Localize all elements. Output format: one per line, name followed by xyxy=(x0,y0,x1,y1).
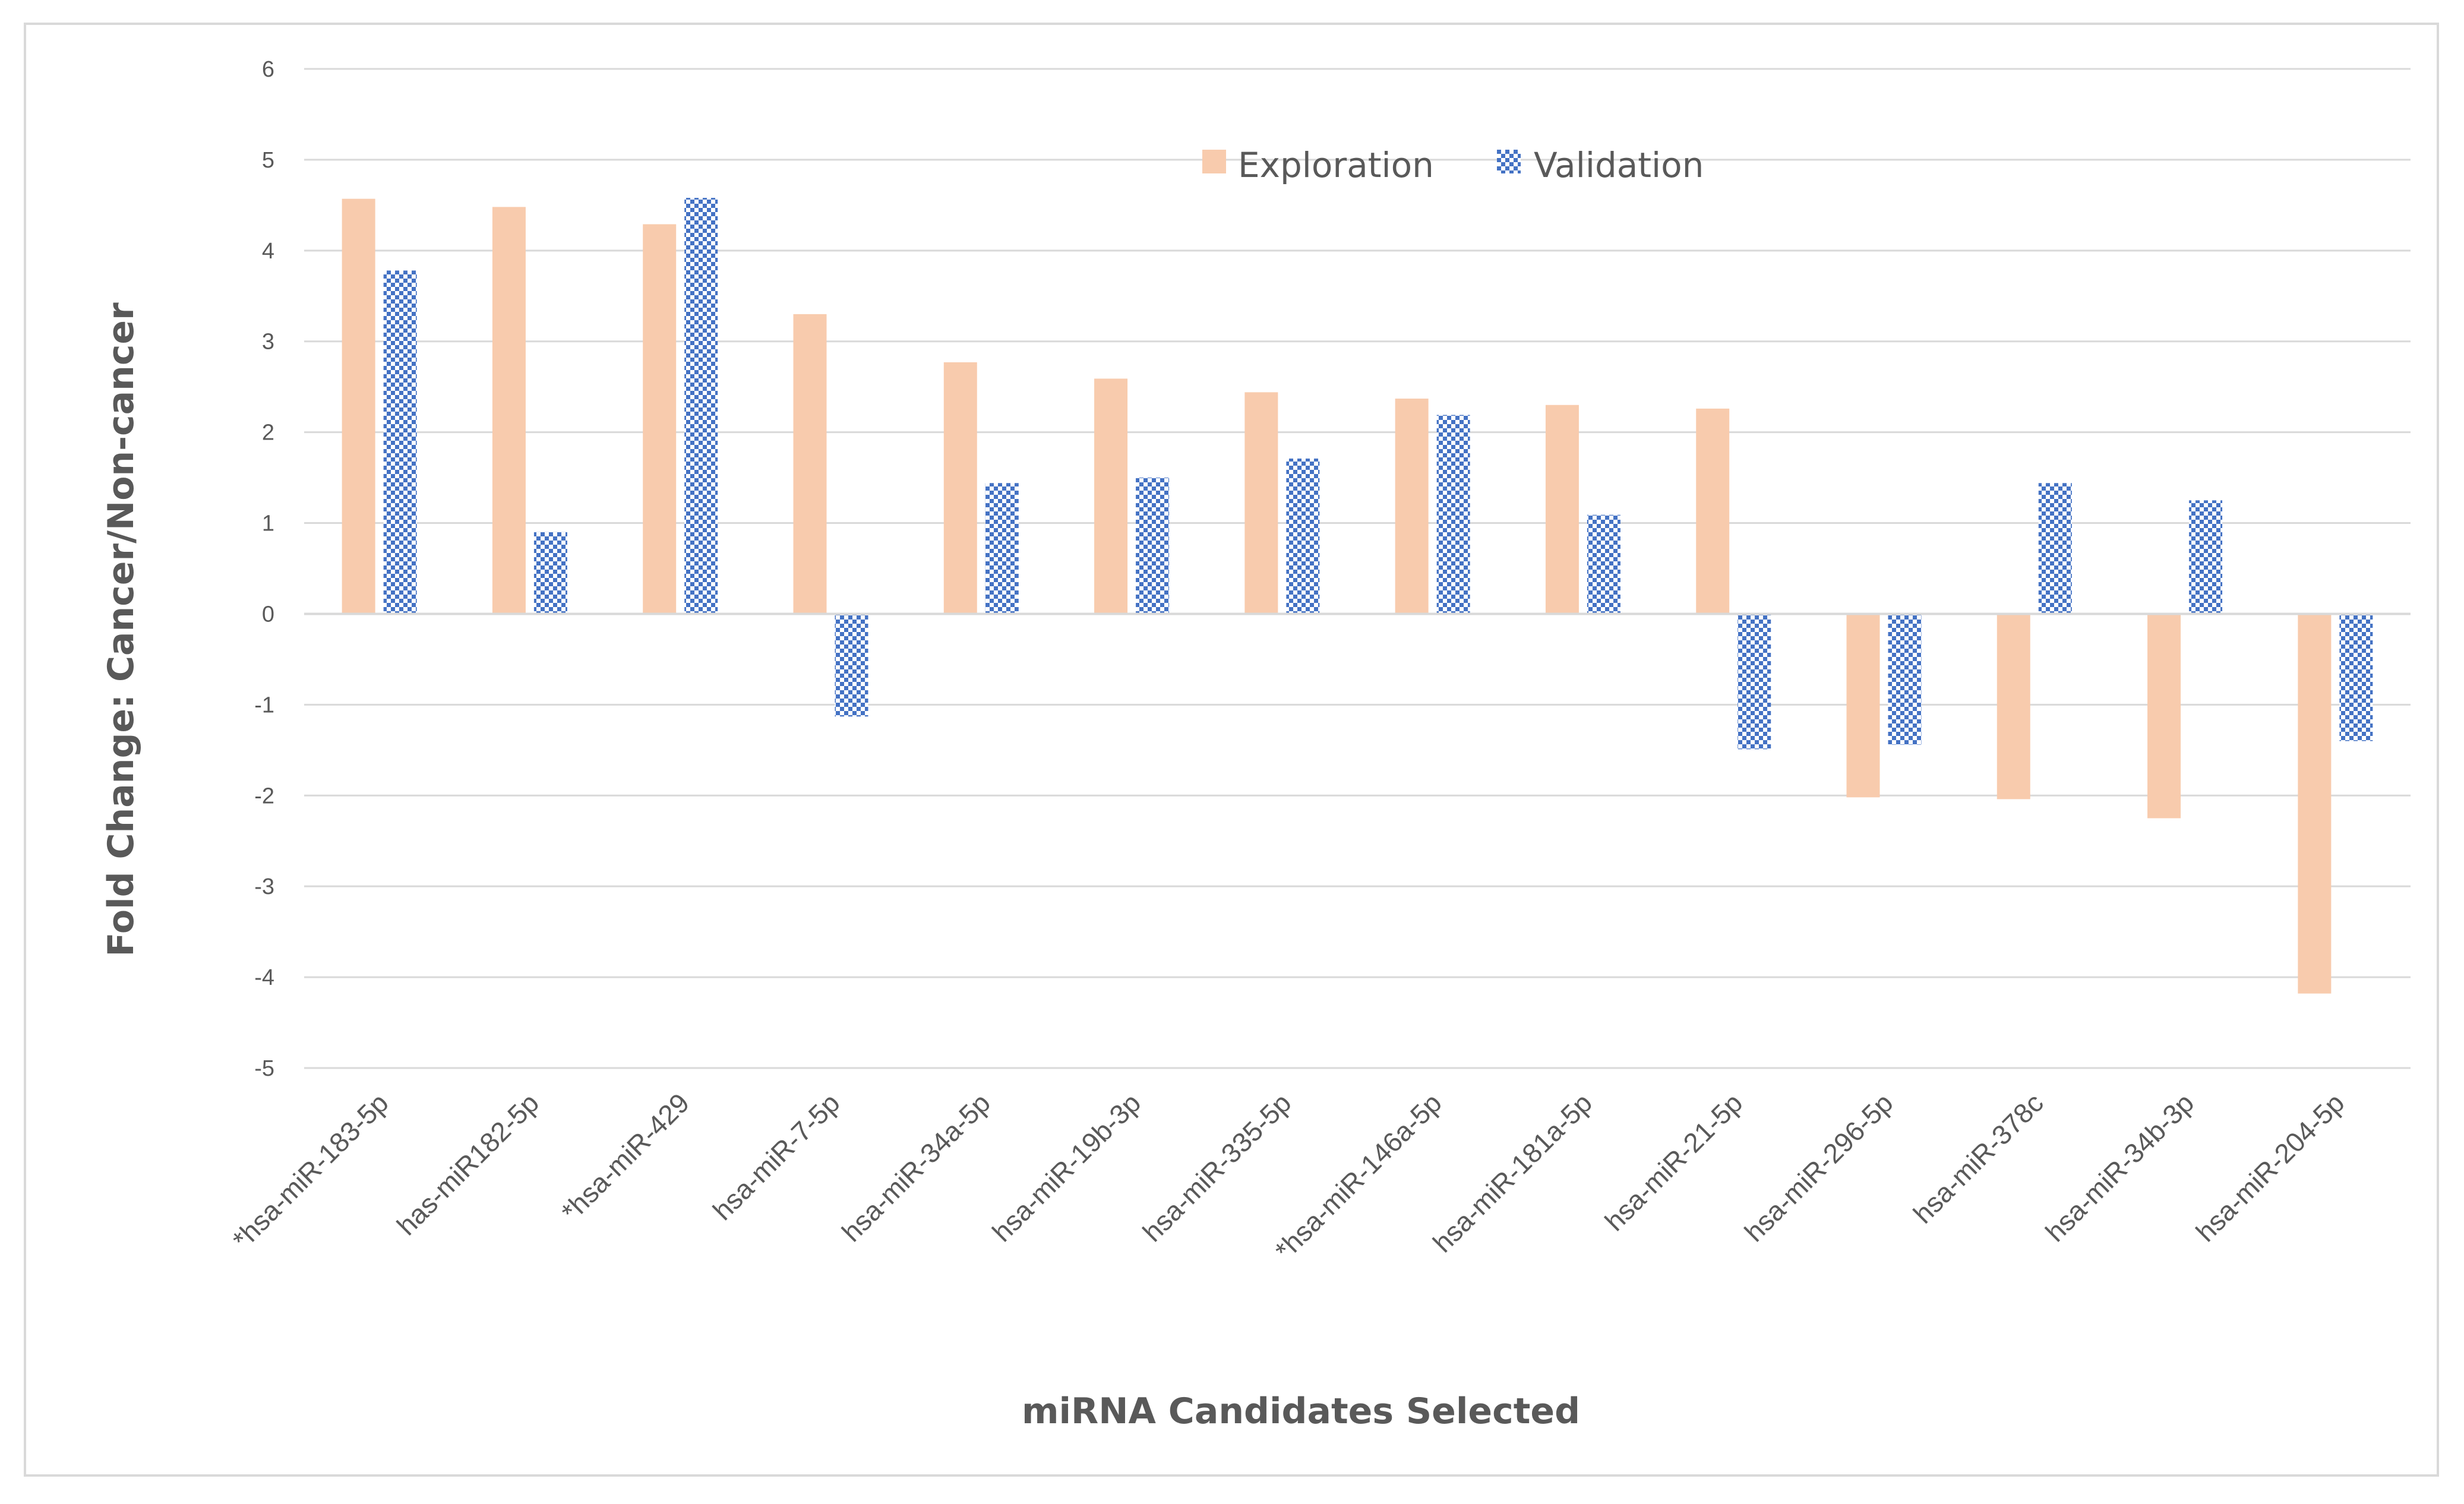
x-category-label: hsa-miR-34a-5p xyxy=(836,1087,996,1247)
x-category-label: hsa-miR-7-5p xyxy=(707,1087,846,1226)
bar-validation-0 xyxy=(383,270,417,614)
gridlines xyxy=(304,68,2411,1069)
y-axis-ticks: 6 5 4 3 2 1 0 -1 -2 -3 -4 -5 xyxy=(254,57,274,1081)
bar-exploration-4 xyxy=(943,362,977,614)
bar-exploration-7 xyxy=(1395,399,1429,614)
x-axis-title: miRNA Candidates Selected xyxy=(1022,1391,1580,1432)
x-category-label: *hsa-miR-183-5p xyxy=(226,1087,394,1255)
y-tick-label: 3 xyxy=(262,330,274,355)
bar-exploration-5 xyxy=(1094,378,1128,614)
bar-validation-9 xyxy=(1738,614,1771,750)
x-category-label: hsa-miR-335-5p xyxy=(1136,1087,1297,1247)
bar-exploration-2 xyxy=(643,224,677,614)
x-category-label: hsa-miR-19b-3p xyxy=(986,1087,1146,1247)
bar-validation-7 xyxy=(1436,415,1470,614)
legend-label-validation: Validation xyxy=(1534,145,1704,185)
x-category-label: hsa-miR-21-5p xyxy=(1599,1087,1748,1237)
bar-exploration-3 xyxy=(793,314,827,614)
x-category-label: *hsa-miR-429 xyxy=(555,1087,696,1227)
legend-swatch-validation xyxy=(1497,150,1521,173)
bar-exploration-1 xyxy=(492,207,526,614)
bar-exploration-9 xyxy=(1696,408,1730,614)
y-tick-label: 0 xyxy=(262,602,274,627)
bar-validation-4 xyxy=(985,483,1019,614)
x-category-label: hsa-miR-181a-5p xyxy=(1427,1087,1598,1258)
bar-exploration-11 xyxy=(1997,614,2030,800)
bar-exploration-10 xyxy=(1846,614,1880,798)
x-category-label: hsa-miR-296-5p xyxy=(1739,1087,1899,1247)
y-tick-label: 1 xyxy=(262,511,274,536)
chart-frame xyxy=(24,23,2439,1477)
y-tick-label: -5 xyxy=(254,1056,274,1081)
bar-validation-8 xyxy=(1587,514,1620,614)
y-tick-label: 4 xyxy=(262,239,274,264)
bar-exploration-0 xyxy=(342,198,375,614)
bar-exploration-12 xyxy=(2147,614,2181,819)
legend: Exploration Validation xyxy=(1202,145,1704,185)
bar-exploration-6 xyxy=(1244,392,1278,614)
bar-validation-6 xyxy=(1286,458,1320,614)
x-category-label: hsa-miR-34b-3p xyxy=(2039,1087,2200,1247)
y-tick-label: -4 xyxy=(254,965,274,990)
y-tick-label: -2 xyxy=(254,783,274,808)
legend-swatch-exploration xyxy=(1202,150,1226,173)
bar-validation-12 xyxy=(2189,500,2223,614)
x-category-label: *hsa-miR-146a-5p xyxy=(1269,1087,1448,1266)
y-tick-label: 5 xyxy=(262,148,274,173)
y-tick-label: 6 xyxy=(262,57,274,82)
y-tick-label: -1 xyxy=(254,693,274,718)
y-tick-label: -3 xyxy=(254,874,274,899)
x-category-label: hsa-miR-378c xyxy=(1907,1087,2049,1229)
bar-validation-5 xyxy=(1136,478,1170,614)
y-axis-title: Fold Change: Cancer/Non-cancer xyxy=(100,302,142,957)
bar-validation-11 xyxy=(2038,483,2072,614)
x-category-label: hsa-miR-204-5p xyxy=(2190,1087,2350,1247)
bar-validation-3 xyxy=(835,614,868,717)
bar-validation-2 xyxy=(684,198,718,614)
bars xyxy=(342,198,2373,994)
bar-validation-1 xyxy=(533,532,567,614)
bar-validation-10 xyxy=(1888,614,1922,745)
x-category-label: has-miR182-5p xyxy=(391,1087,545,1241)
bar-exploration-13 xyxy=(2298,614,2332,994)
bar-exploration-8 xyxy=(1545,405,1579,614)
legend-label-exploration: Exploration xyxy=(1238,145,1434,185)
y-tick-label: 2 xyxy=(262,421,274,445)
bar-validation-13 xyxy=(2339,614,2373,741)
